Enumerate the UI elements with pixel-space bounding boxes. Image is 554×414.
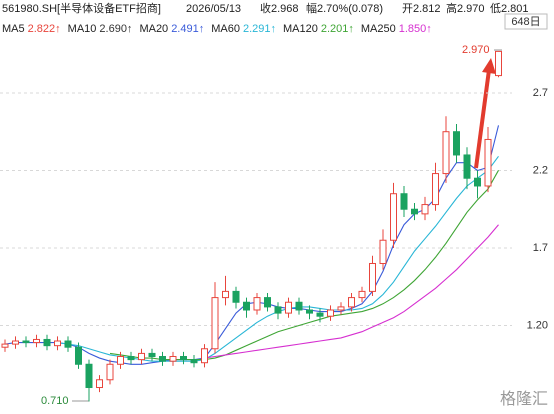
header-high: 高2.970 [446,1,485,15]
candle-body [106,363,114,381]
legend-name: MA20 [139,23,168,35]
candle-body [138,352,145,361]
candle-body [337,306,345,311]
candle-body [316,312,324,317]
candle-body [463,154,471,179]
candle-body [264,297,271,308]
y-tick-label: 1.7 [533,242,548,254]
watermark: 格隆汇 [500,390,548,408]
candle-body [211,297,219,350]
legend-value: 2.291↑ [243,23,276,35]
arrow [474,69,491,169]
candle-body [33,338,40,344]
header-close: 收2.968 [260,1,299,15]
candle-body [75,346,82,365]
candle-body [358,290,366,299]
candle-body [274,306,282,314]
header-low: 低2.801 [490,2,529,15]
header-date: 2026/05/13 [186,3,241,15]
candle-body [390,193,397,241]
candle-body [369,262,376,292]
candle-body [400,193,408,210]
candle-body [180,356,187,361]
candle-body [169,356,177,362]
candle-body [159,356,166,362]
candle-body [43,338,51,347]
max-label: 2.970 [462,44,490,56]
candle-body [190,359,198,364]
period: 648日 [511,16,540,28]
candle-body [348,297,355,308]
candle-body [474,177,481,187]
candle-body [306,309,313,314]
candle-body [222,290,229,299]
candle-body [327,309,334,317]
legend-name: MA120 [283,23,318,35]
candle-body [285,301,292,314]
y-tick-label: 2.2 [533,164,548,176]
candle-body [1,343,9,348]
candle-body [495,50,502,77]
min-label: 0.710 [41,395,69,407]
y-tick-label: 2.7 [533,87,548,99]
candle-body [432,173,439,206]
candle-body [295,301,303,311]
candle-body [201,348,208,364]
ma-line [204,224,499,359]
candle-body [148,352,156,358]
legend-value: 2.822↑ [28,23,61,35]
candle-body [232,290,240,303]
candle-body [379,239,387,264]
candle-body [96,379,103,389]
y-tick-label: 1.20 [527,319,548,331]
legend-value: 1.850↑ [399,23,432,35]
legend-name: MA60 [211,23,240,35]
period-box [504,13,548,30]
legend-value: 2.491↑ [171,23,204,35]
candle-body [22,340,30,344]
candle-body [421,204,429,215]
legend-value: 2.201↑ [321,23,354,35]
header-open: 开2.812 [402,3,441,15]
legend-value: 2.690↑ [99,23,132,35]
legend-name: MA10 [68,23,97,35]
candle-body [411,208,418,215]
candle-body [117,356,124,365]
header-change: 幅2.70%(0.078) [306,2,383,15]
candle-body [453,131,460,156]
header-symbol: 561980.SH[半导体设备ETF招商] [2,1,161,15]
candle-body [484,138,492,187]
candle-body [12,340,19,345]
candle-body [54,340,61,347]
candle-body [442,131,450,175]
candle-body [253,297,261,311]
candle-body [85,363,93,389]
candle-body [64,340,72,348]
arrow-head [482,58,496,74]
candle-body [243,301,250,311]
legend-name: MA250 [361,23,396,35]
legend-name: MA5 [2,23,25,35]
candle-body [127,356,135,361]
